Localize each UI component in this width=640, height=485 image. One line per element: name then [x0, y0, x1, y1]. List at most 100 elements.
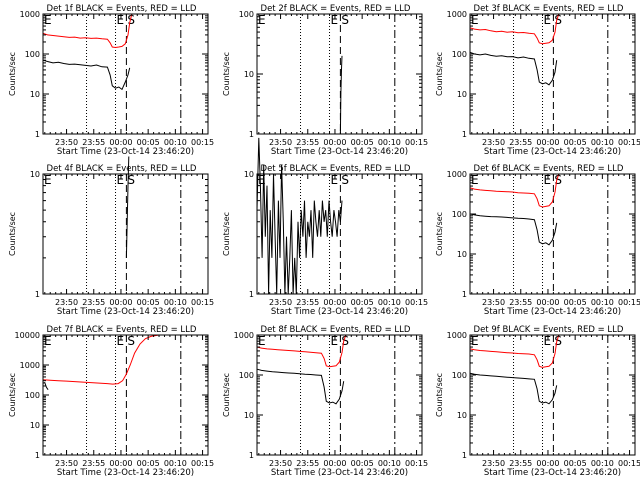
- y-tick-label: 1: [462, 451, 467, 460]
- x-tick-label: 00:05: [351, 298, 374, 307]
- x-tick-label: 00:10: [378, 138, 401, 147]
- x-tick-label: 23:55: [82, 459, 105, 468]
- y-tick-label: 100: [239, 10, 254, 19]
- x-tick-label: 00:10: [591, 298, 614, 307]
- y-tick-label: 1000: [20, 10, 40, 19]
- x-tick-label: 00:10: [164, 459, 187, 468]
- events-series-line: [469, 372, 558, 405]
- x-tick-label: 00:05: [137, 459, 160, 468]
- x-axis-label: Start Time (23-Oct-14 23:46:20): [271, 147, 408, 157]
- panel-title: Det 8f BLACK = Events, RED = LLD: [261, 325, 411, 335]
- events-series-line: [125, 156, 130, 258]
- x-tick-label: 00:10: [378, 298, 401, 307]
- plot-frame: [42, 334, 209, 456]
- marker-label-e-start: E: [44, 13, 52, 27]
- x-tick-label: 23:55: [296, 138, 319, 147]
- y-tick-label: 1000: [20, 361, 40, 370]
- y-tick-label: 1: [462, 290, 467, 299]
- marker-label-e-start: E: [471, 13, 479, 27]
- y-tick-label: 10: [244, 411, 254, 420]
- x-tick-label: 00:05: [564, 298, 587, 307]
- marker-label-s: S: [127, 13, 135, 27]
- x-tick-label: 00:15: [405, 298, 428, 307]
- y-axis-label: Counts/sec: [222, 373, 231, 417]
- marker-label-s: S: [341, 334, 349, 348]
- y-tick-label: 100: [452, 210, 467, 219]
- marker-label-e-start: E: [258, 334, 266, 348]
- x-tick-label: 00:00: [536, 298, 559, 307]
- x-tick-label: 00:15: [405, 138, 428, 147]
- x-tick-label: 00:15: [191, 138, 214, 147]
- y-tick-label: 10000: [15, 331, 40, 340]
- panel-title: Det 9f BLACK = Events, RED = LLD: [474, 325, 624, 335]
- y-tick-label: 100: [25, 50, 40, 59]
- plot-frame: [469, 334, 636, 456]
- x-tick-label: 00:05: [564, 138, 587, 147]
- x-tick-label: 00:00: [323, 298, 346, 307]
- lld-series-line: [469, 334, 560, 368]
- y-tick-label: 10: [30, 90, 40, 99]
- y-tick-label: 1: [35, 130, 40, 139]
- events-series-line: [42, 381, 49, 390]
- lld-series-line: [42, 334, 208, 385]
- marker-label-e-end: E: [117, 173, 125, 187]
- panel-title: Det 3f BLACK = Events, RED = LLD: [474, 4, 624, 14]
- y-tick-label: 1000: [447, 10, 467, 19]
- y-tick-label: 10: [457, 250, 467, 259]
- marker-label-e-end: E: [117, 13, 125, 27]
- x-tick-label: 23:50: [269, 459, 292, 468]
- marker-label-e-start: E: [258, 13, 266, 27]
- x-tick-label: 23:55: [82, 298, 105, 307]
- x-tick-label: 23:50: [55, 298, 78, 307]
- x-tick-label: 23:50: [55, 138, 78, 147]
- marker-label-s: S: [554, 173, 562, 187]
- x-tick-label: 23:55: [82, 138, 105, 147]
- plot-frame: [469, 13, 636, 135]
- events-series-line: [339, 55, 343, 135]
- y-tick-label: 1000: [447, 170, 467, 179]
- x-tick-label: 23:55: [296, 459, 319, 468]
- x-tick-label: 00:00: [536, 138, 559, 147]
- lld-series-line: [469, 13, 560, 45]
- y-axis-label: Counts/sec: [222, 212, 231, 256]
- x-tick-label: 23:50: [482, 459, 505, 468]
- x-tick-label: 00:15: [618, 298, 640, 307]
- marker-label-e-start: E: [471, 173, 479, 187]
- y-axis-label: Counts/sec: [8, 373, 17, 417]
- y-axis-label: Counts/sec: [8, 212, 17, 256]
- marker-label-s: S: [127, 334, 135, 348]
- x-axis-label: Start Time (23-Oct-14 23:46:20): [271, 468, 408, 478]
- lld-series-line: [256, 334, 347, 368]
- x-tick-label: 00:15: [191, 459, 214, 468]
- x-axis-label: Start Time (23-Oct-14 23:46:20): [484, 468, 621, 478]
- y-axis-label: Counts/sec: [222, 52, 231, 96]
- y-tick-label: 1000: [234, 331, 254, 340]
- x-tick-label: 00:10: [591, 138, 614, 147]
- marker-label-s: S: [341, 173, 349, 187]
- y-axis-label: Counts/sec: [435, 373, 444, 417]
- marker-label-e-start: E: [471, 334, 479, 348]
- events-series-line: [469, 51, 558, 86]
- x-tick-label: 00:15: [618, 459, 640, 468]
- marker-label-e-start: E: [44, 173, 52, 187]
- x-tick-label: 00:05: [351, 459, 374, 468]
- x-tick-label: 00:00: [323, 138, 346, 147]
- x-tick-label: 00:00: [109, 459, 132, 468]
- plot-frame: [469, 173, 636, 295]
- marker-label-e-end: E: [331, 13, 339, 27]
- y-tick-label: 100: [452, 371, 467, 380]
- x-tick-label: 23:50: [482, 298, 505, 307]
- x-tick-label: 00:00: [109, 298, 132, 307]
- x-tick-label: 23:50: [55, 459, 78, 468]
- x-tick-label: 23:55: [509, 138, 532, 147]
- marker-label-e-end: E: [544, 334, 552, 348]
- x-tick-label: 23:50: [269, 298, 292, 307]
- y-tick-label: 10: [244, 70, 254, 79]
- marker-label-e-end: E: [544, 13, 552, 27]
